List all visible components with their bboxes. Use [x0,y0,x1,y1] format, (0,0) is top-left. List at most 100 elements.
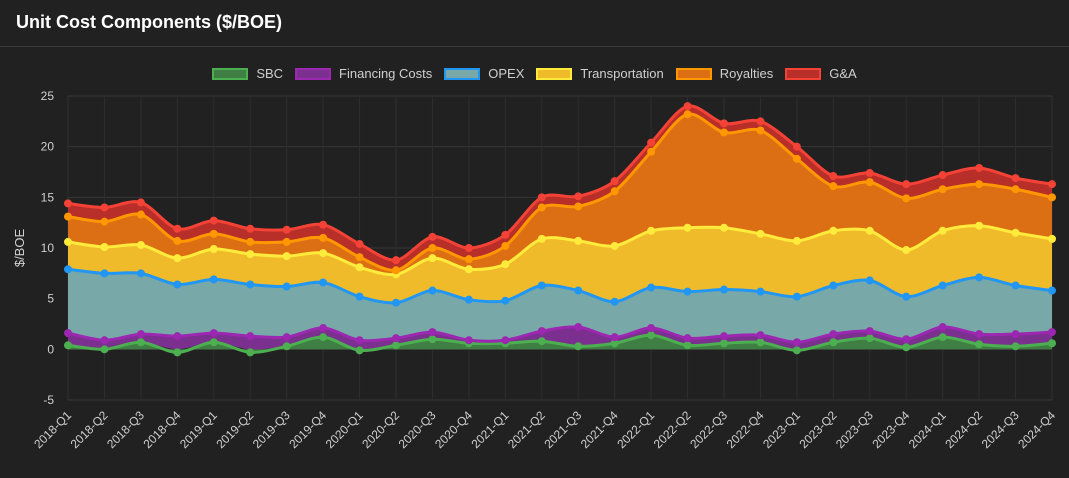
point-opex[interactable] [574,286,583,295]
point-sbc[interactable] [392,341,400,350]
point-transportation[interactable] [501,260,510,269]
point-ganda[interactable] [829,172,838,181]
point-opex[interactable] [938,281,947,290]
point-opex[interactable] [683,287,692,296]
point-opex[interactable] [392,298,400,307]
legend-item-sbc[interactable]: SBC [212,66,283,81]
point-financing-costs[interactable] [209,329,218,338]
point-opex[interactable] [136,269,145,278]
point-royalties[interactable] [64,212,72,221]
point-financing-costs[interactable] [246,332,255,341]
point-financing-costs[interactable] [319,324,328,333]
point-financing-costs[interactable] [392,334,400,343]
point-financing-costs[interactable] [865,327,874,336]
point-financing-costs[interactable] [282,333,291,342]
point-financing-costs[interactable] [792,338,801,347]
point-royalties[interactable] [574,202,583,211]
point-sbc[interactable] [683,341,692,350]
point-opex[interactable] [246,280,255,289]
point-financing-costs[interactable] [574,323,583,332]
point-financing-costs[interactable] [1011,330,1020,339]
point-opex[interactable] [647,283,656,292]
point-ganda[interactable] [756,117,765,126]
point-financing-costs[interactable] [683,334,692,343]
point-opex[interactable] [902,292,911,301]
point-opex[interactable] [173,280,182,289]
point-sbc[interactable] [756,338,765,347]
point-ganda[interactable] [683,102,692,111]
point-royalties[interactable] [173,236,182,245]
point-ganda[interactable] [64,199,72,208]
point-transportation[interactable] [464,265,473,274]
point-transportation[interactable] [1048,234,1056,243]
point-sbc[interactable] [319,333,328,342]
point-royalties[interactable] [100,217,109,226]
point-sbc[interactable] [1011,342,1020,351]
point-royalties[interactable] [829,182,838,191]
point-opex[interactable] [100,269,109,278]
point-ganda[interactable] [647,138,656,147]
point-transportation[interactable] [282,252,291,261]
point-transportation[interactable] [100,242,109,251]
point-ganda[interactable] [246,224,255,233]
legend-item-ganda[interactable]: G&A [785,66,857,81]
point-sbc[interactable] [100,345,109,354]
point-ganda[interactable] [464,244,473,252]
point-transportation[interactable] [829,226,838,235]
point-transportation[interactable] [355,263,364,272]
point-opex[interactable] [355,292,364,301]
point-financing-costs[interactable] [537,327,546,336]
point-transportation[interactable] [209,245,218,254]
point-sbc[interactable] [792,346,801,355]
point-opex[interactable] [1048,286,1056,295]
point-transportation[interactable] [246,250,255,259]
point-opex[interactable] [975,273,984,282]
point-opex[interactable] [319,278,328,287]
point-financing-costs[interactable] [1048,328,1056,337]
point-ganda[interactable] [720,119,728,128]
legend-item-opex[interactable]: OPEX [444,66,524,81]
point-royalties[interactable] [975,180,984,189]
legend-item-transportation[interactable]: Transportation [536,66,664,81]
point-royalties[interactable] [865,178,874,187]
point-financing-costs[interactable] [975,330,984,339]
point-sbc[interactable] [938,333,947,342]
point-ganda[interactable] [537,193,546,202]
point-financing-costs[interactable] [136,330,145,339]
point-transportation[interactable] [938,226,947,235]
legend-item-financing-costs[interactable]: Financing Costs [295,66,432,81]
point-financing-costs[interactable] [173,332,182,341]
point-opex[interactable] [610,297,619,306]
point-royalties[interactable] [282,237,291,246]
point-opex[interactable] [209,275,218,284]
point-ganda[interactable] [100,203,109,212]
point-transportation[interactable] [610,241,619,250]
legend-item-royalties[interactable]: Royalties [675,66,773,81]
point-financing-costs[interactable] [428,328,437,337]
point-sbc[interactable] [282,342,291,351]
point-royalties[interactable] [501,241,510,250]
point-ganda[interactable] [136,198,145,207]
point-sbc[interactable] [64,341,72,350]
point-transportation[interactable] [319,249,328,258]
point-royalties[interactable] [647,147,656,156]
point-royalties[interactable] [464,255,473,264]
point-ganda[interactable] [319,220,328,229]
point-opex[interactable] [464,295,473,304]
point-royalties[interactable] [537,203,546,212]
point-transportation[interactable] [792,236,801,245]
point-royalties[interactable] [209,229,218,238]
point-ganda[interactable] [1048,180,1056,189]
point-transportation[interactable] [683,223,692,232]
point-sbc[interactable] [647,331,656,340]
point-royalties[interactable] [1011,185,1020,194]
point-financing-costs[interactable] [647,324,656,333]
point-ganda[interactable] [610,177,619,186]
point-sbc[interactable] [173,348,182,357]
point-sbc[interactable] [355,346,364,355]
point-sbc[interactable] [975,340,984,349]
point-opex[interactable] [537,281,546,290]
point-ganda[interactable] [282,225,291,234]
point-ganda[interactable] [1011,174,1020,183]
point-ganda[interactable] [209,216,218,225]
